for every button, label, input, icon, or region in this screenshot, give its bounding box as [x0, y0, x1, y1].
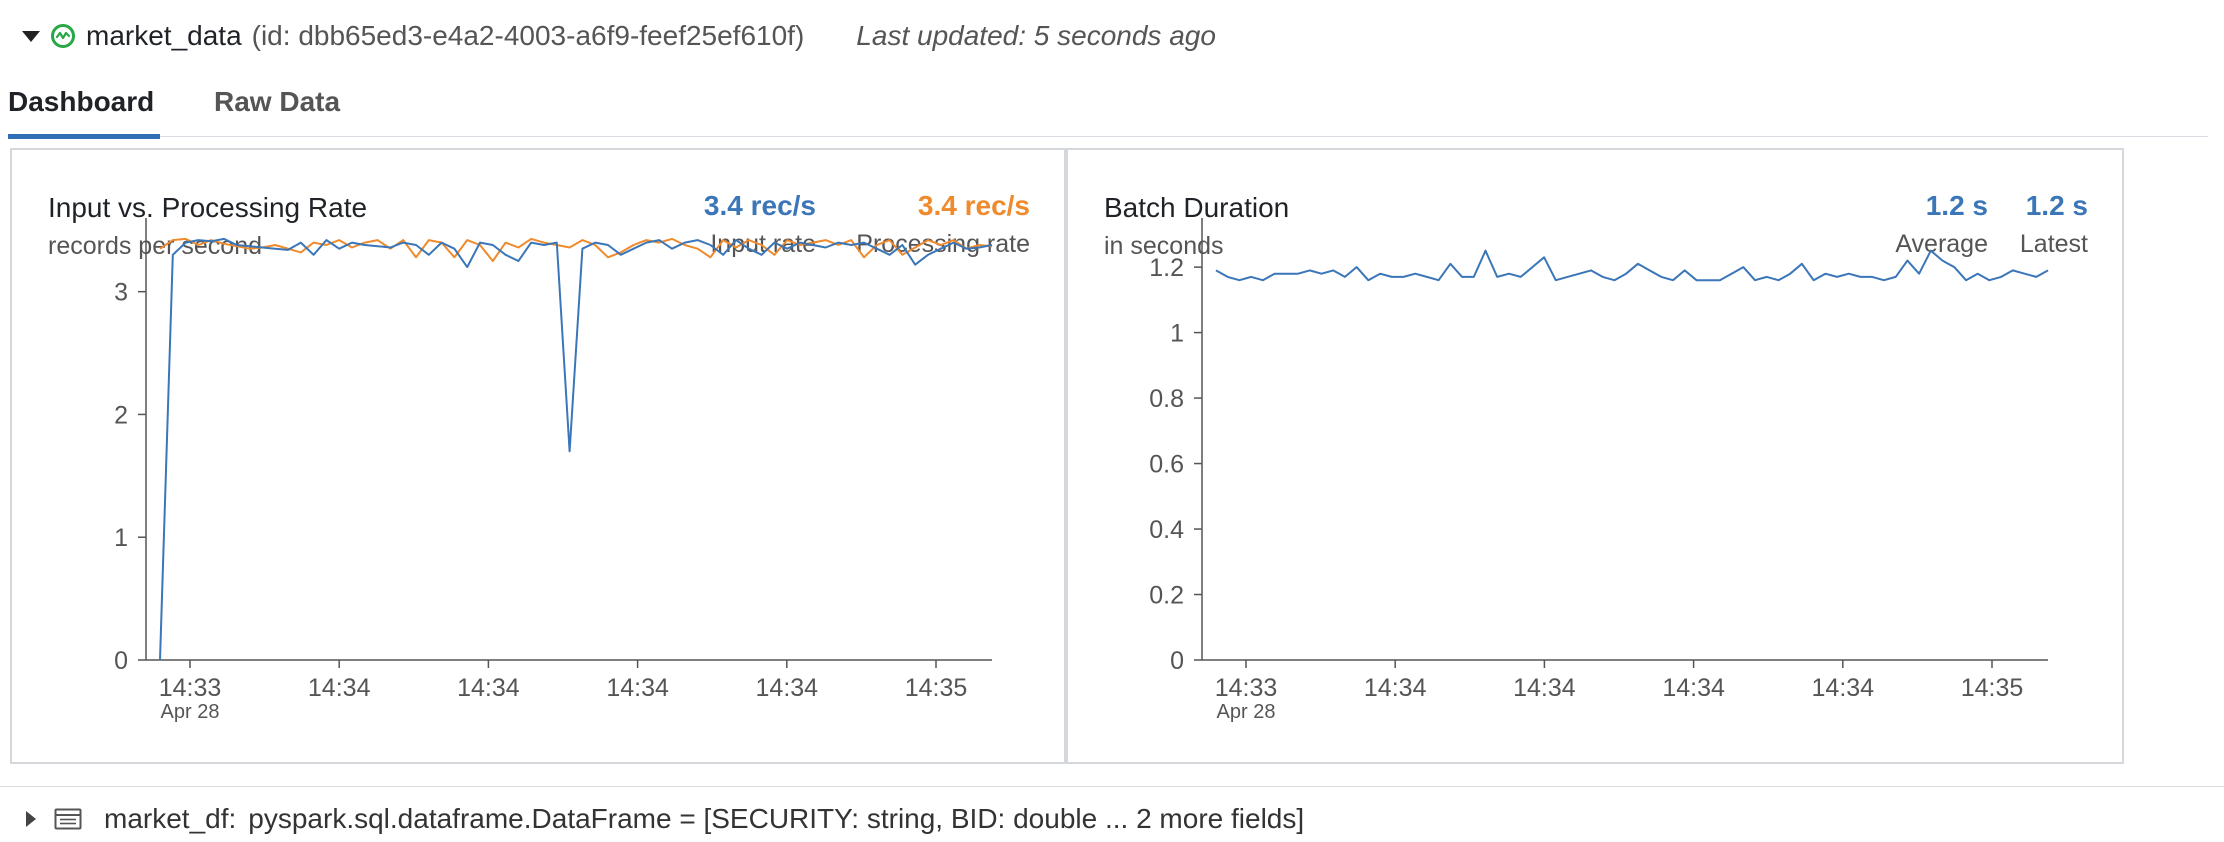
duration-series-line-0: [1215, 249, 2049, 282]
rate-panel: Input vs. Processing Rate records per se…: [10, 148, 1066, 764]
rate-x-tick-label: 14:33: [159, 674, 222, 702]
rate-series-line-1: [159, 237, 993, 661]
duration-panel: Batch Duration in seconds 1.2 s Average …: [1066, 148, 2124, 764]
rate-x-tick-label: 14:34: [308, 674, 371, 702]
duration-y-tick-label: 0.8: [1149, 385, 1184, 413]
stream-status-icon: [51, 24, 75, 48]
collapse-caret-icon[interactable]: [22, 30, 40, 42]
average-duration-metric: 1.2 s Average: [1895, 190, 1988, 259]
rate-series-line-0: [159, 237, 993, 262]
expand-caret-icon[interactable]: [26, 811, 36, 827]
input-rate-value: 3.4 rec/s: [703, 190, 816, 221]
rate-y-tick-label: 2: [114, 401, 128, 429]
duration-panel-title: Batch Duration: [1104, 192, 1290, 223]
average-duration-label: Average: [1895, 230, 1988, 258]
stream-header: market_data (id: dbb65ed3-e4a2-4003-a6f9…: [22, 14, 1216, 58]
section-divider: [0, 786, 2224, 787]
stream-id: (id: dbb65ed3-e4a2-4003-a6f9-feef25ef610…: [251, 20, 805, 51]
tab-raw-data[interactable]: Raw Data: [214, 86, 341, 117]
duration-y-tick-label: 1.2: [1149, 254, 1184, 282]
duration-x-tick-label: 14:35: [1961, 674, 2024, 702]
duration-x-tick-label: 14:34: [1812, 674, 1875, 702]
duration-y-tick-label: 0.2: [1149, 582, 1184, 610]
duration-x-tick-label: 14:34: [1364, 674, 1427, 702]
rate-x-date-label: Apr 28: [161, 701, 220, 723]
dataframe-type: pyspark.sql.dataframe.DataFrame = [SECUR…: [248, 803, 1305, 834]
processing-rate-metric: 3.4 rec/s Processing rate: [856, 190, 1030, 259]
rate-panel-subtitle: records per second: [48, 232, 263, 260]
rate-x-tick-label: 14:34: [756, 674, 819, 702]
rate-panel-title: Input vs. Processing Rate: [48, 192, 368, 223]
duration-y-tick-label: 0.4: [1149, 516, 1184, 544]
rate-y-tick-label: 1: [114, 524, 128, 552]
duration-y-tick-label: 0.6: [1149, 451, 1184, 479]
last-updated-text: Last updated: 5 seconds ago: [856, 20, 1216, 51]
stream-name: market_data: [86, 20, 242, 51]
duration-x-date-label: Apr 28: [1217, 701, 1276, 723]
latest-duration-label: Latest: [2019, 230, 2088, 258]
rate-y-tick-label: 0: [114, 647, 128, 675]
latest-duration-value: 1.2 s: [2025, 190, 2088, 221]
duration-y-tick-label: 0: [1170, 647, 1184, 675]
tab-dashboard[interactable]: Dashboard: [8, 76, 160, 139]
tab-bar: Dashboard Raw Data: [8, 76, 2208, 139]
dataframe-summary: market_df: pyspark.sql.dataframe.DataFra…: [26, 798, 1304, 840]
dataframe-variable-name: market_df:: [104, 803, 237, 834]
duration-x-tick-label: 14:33: [1215, 674, 1278, 702]
rate-x-tick-label: 14:34: [457, 674, 520, 702]
processing-rate-value: 3.4 rec/s: [917, 190, 1030, 221]
duration-panel-subtitle: in seconds: [1104, 232, 1224, 260]
rate-x-tick-label: 14:35: [905, 674, 968, 702]
average-duration-value: 1.2 s: [1925, 190, 1988, 221]
rate-y-tick-label: 3: [114, 279, 128, 307]
latest-duration-metric: 1.2 s Latest: [2020, 190, 2088, 259]
rate-x-tick-label: 14:34: [606, 674, 669, 702]
duration-y-tick-label: 1: [1170, 320, 1184, 348]
duration-x-tick-label: 14:34: [1513, 674, 1576, 702]
duration-x-tick-label: 14:34: [1662, 674, 1725, 702]
table-icon: [54, 808, 82, 830]
